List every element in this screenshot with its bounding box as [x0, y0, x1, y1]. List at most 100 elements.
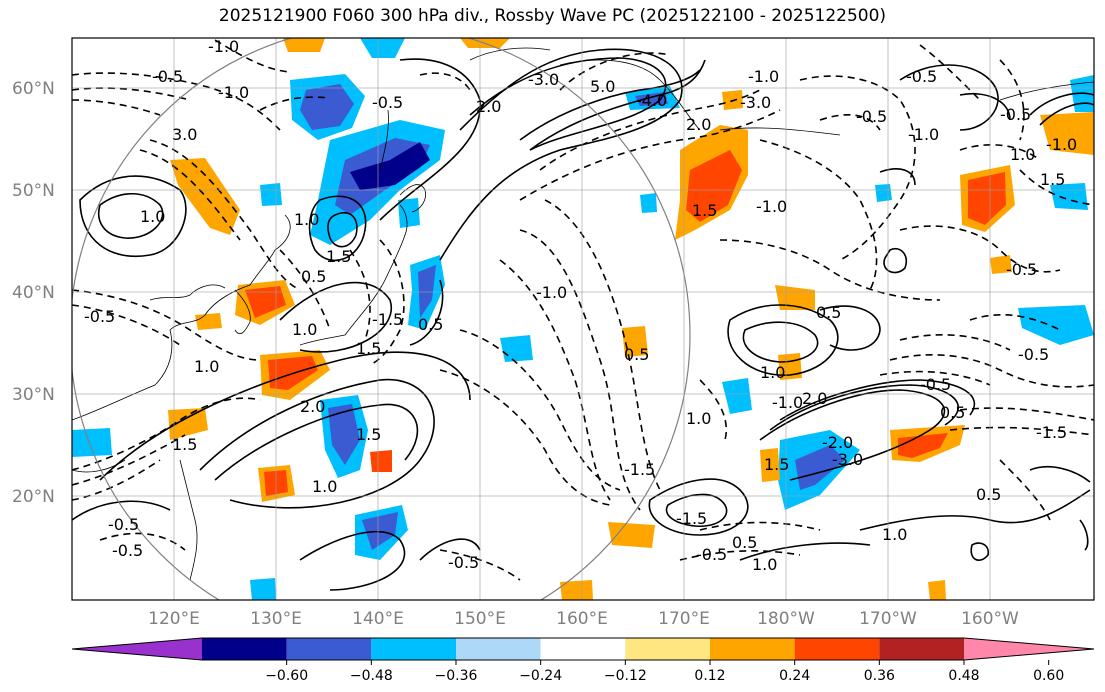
- lon-label: 180°W: [757, 609, 815, 629]
- colorbar: −0.60 −0.48 −0.36 −0.24 −0.12 0.12 0.24 0.36 0.4…: [71, 637, 1095, 684]
- contour-neg-36: [1019, 169, 1094, 206]
- contour-neg-41: [439, 549, 521, 581]
- coast-korea: [234, 289, 251, 335]
- contour-neg-16: [72, 397, 261, 471]
- contour-label: 1.0: [760, 363, 785, 382]
- contour-label: -0.5: [1018, 345, 1049, 364]
- colorbar-segment: [710, 638, 795, 660]
- lon-label: 170°W: [859, 609, 917, 629]
- shade-pos-5: [168, 408, 208, 440]
- contour-neg-3: [519, 109, 781, 201]
- contour-pos-31: [970, 542, 990, 561]
- contour-label: -1.0: [772, 393, 803, 412]
- shade-neg-14: [722, 378, 752, 414]
- shade-pos-21: [195, 313, 222, 330]
- contour-neg-4: [519, 229, 641, 511]
- shade-pos-10b: [898, 433, 948, 458]
- contour-pos-25: [739, 542, 871, 561]
- contour-pos-34: [72, 500, 171, 521]
- graticule: [72, 38, 1094, 600]
- contour-label: -1.0: [1046, 135, 1077, 154]
- lat-label: 30°N: [12, 385, 55, 405]
- contour-neg-35: [999, 59, 1025, 141]
- shade-neg-1b: [300, 84, 354, 130]
- colorbar-segment: [540, 638, 626, 660]
- contour-label: -0.5: [1006, 260, 1037, 279]
- contour-pos-36: [1079, 519, 1089, 551]
- lat-label: 60°N: [12, 79, 55, 99]
- contour-label: 1.5: [356, 339, 381, 358]
- contour-label: 1.0: [686, 409, 711, 428]
- shade-neg-11: [1018, 305, 1094, 345]
- contour-label: -1.5: [1036, 423, 1067, 442]
- contour-pos-28: [1029, 92, 1094, 116]
- contour-label: -1.5: [624, 460, 655, 479]
- contour-pos-11: [199, 378, 435, 509]
- contour-pos-4: [529, 59, 706, 151]
- coast-sakhalin: [379, 109, 389, 171]
- contour-pos-21: [727, 304, 839, 376]
- rossby-wave-circle: [72, 38, 691, 600]
- contour-pos-2: [469, 57, 667, 151]
- contour-neg-12: [149, 139, 301, 291]
- contour-label: -0.5: [696, 545, 727, 564]
- contour-label: -0.5: [906, 67, 937, 86]
- shade-neg-5b: [328, 404, 360, 465]
- shade-pos-14: [608, 522, 655, 548]
- contour-label: 1.5: [1040, 170, 1065, 189]
- shade-neg-15: [398, 198, 420, 228]
- coast-aleutian: [719, 127, 841, 136]
- colorbar-segment: [625, 638, 710, 660]
- shade-pos-22: [990, 255, 1012, 274]
- contour-label: -1.0: [536, 283, 567, 302]
- contour-pos-20: [779, 379, 976, 421]
- divergence-shading: [72, 38, 1094, 600]
- contour-label: -1.0: [208, 37, 239, 56]
- contour-neg-34: [919, 44, 981, 101]
- latitude-labels: 60°N 50°N 40°N 30°N 20°N: [12, 79, 55, 507]
- contour-label: 1.5: [172, 435, 197, 454]
- contour-neg-33: [999, 459, 1051, 521]
- contour-pos-33: [879, 168, 916, 186]
- contour-neg-23: [799, 75, 916, 261]
- shade-pos-1: [170, 158, 240, 235]
- contour-pos-27: [959, 93, 1011, 121]
- map-border: [71, 37, 1095, 601]
- contour-pos-16: [648, 478, 749, 536]
- lon-label: 170°E: [658, 609, 710, 629]
- contour-label: -0.5: [1000, 105, 1031, 124]
- contour-label: -1.5: [372, 310, 403, 329]
- colorbar-segment: [794, 638, 880, 660]
- colorbar-segment: [286, 638, 372, 660]
- contour-label: -1.5: [676, 509, 707, 528]
- contour-pos-9: [327, 211, 358, 248]
- contour-label: -3.0: [528, 70, 559, 89]
- contour-neg-40: [679, 550, 801, 561]
- contour-label: -4.0: [636, 91, 667, 110]
- lon-label: 160°W: [961, 609, 1019, 629]
- shade-pos-8b: [686, 150, 742, 222]
- contour-neg-10: [72, 87, 191, 101]
- contour-label: 1.0: [752, 555, 777, 574]
- colorbar-extend-high: [964, 638, 1094, 660]
- contour-neg-31: [959, 407, 1094, 421]
- contour-label: -0.5: [84, 307, 115, 326]
- colorbar-extend-low: [72, 638, 202, 660]
- contour-pos-3: [519, 69, 701, 141]
- contour-label: 0.5: [301, 267, 326, 286]
- contour-label: 0.5: [940, 403, 965, 422]
- shade-pos-11: [1040, 112, 1094, 155]
- contour-neg-13: [139, 149, 241, 241]
- contour-label: -3.0: [832, 450, 863, 469]
- coast-japan-kyushu: [299, 334, 346, 346]
- lon-label: 130°E: [250, 609, 302, 629]
- shade-neg-16: [875, 184, 892, 202]
- contour-pos-18: [759, 389, 946, 481]
- contour-neg-15: [72, 304, 181, 346]
- shade-pos-12: [775, 285, 815, 310]
- contour-pos-14: [299, 530, 406, 591]
- colorbar-segment: [456, 638, 541, 660]
- contour-pos-12: [214, 403, 419, 481]
- contour-label: 0.5: [732, 533, 757, 552]
- contour-label: -1.0: [748, 67, 779, 86]
